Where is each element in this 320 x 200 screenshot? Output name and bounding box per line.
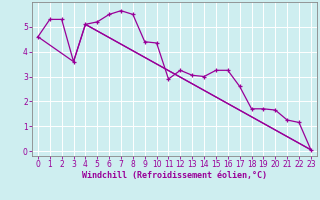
X-axis label: Windchill (Refroidissement éolien,°C): Windchill (Refroidissement éolien,°C) [82, 171, 267, 180]
